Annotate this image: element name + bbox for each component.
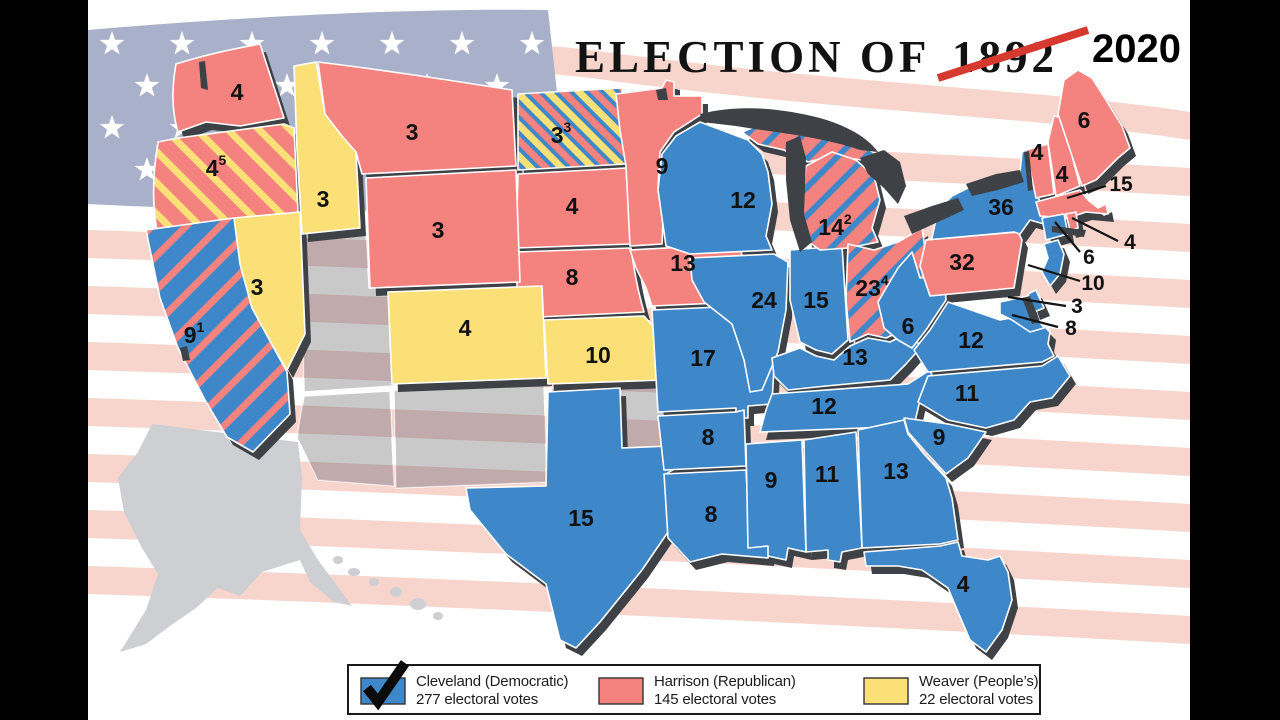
vote-label-mississippi: 9 bbox=[765, 467, 778, 493]
vote-label-south-dakota: 4 bbox=[566, 193, 579, 219]
legend-item-weaver: Weaver (People’s) 22 electoral votes bbox=[863, 673, 1039, 708]
legend-votes: 145 electoral votes bbox=[654, 691, 777, 708]
vote-label-louisiana: 8 bbox=[705, 501, 718, 527]
vote-label-washington: 4 bbox=[231, 79, 244, 105]
vote-label-ohio: 234 bbox=[855, 272, 889, 301]
vote-label-kentucky: 13 bbox=[842, 344, 868, 370]
vote-label-massachusetts: 15 bbox=[1109, 173, 1133, 196]
weaver-swatch bbox=[863, 677, 909, 705]
territory-alaska bbox=[118, 424, 352, 652]
legend-text-cleveland: Cleveland (Democratic) 277 electoral vot… bbox=[416, 673, 569, 708]
vote-label-maryland: 8 bbox=[1065, 317, 1077, 340]
san-francisco-bay bbox=[180, 346, 190, 361]
vote-label-kansas: 10 bbox=[585, 342, 611, 368]
vote-label-oregon: 45 bbox=[206, 152, 227, 181]
vote-label-illinois: 24 bbox=[751, 287, 777, 313]
legend-candidate: Cleveland (Democratic) bbox=[416, 673, 569, 691]
lake-erie bbox=[904, 198, 964, 234]
callout-line-maryland bbox=[1011, 313, 1059, 329]
legend: Cleveland (Democratic) 277 electoral vot… bbox=[347, 660, 1041, 715]
vote-label-nevada: 3 bbox=[251, 274, 264, 300]
state-north-dakota bbox=[517, 87, 627, 171]
vote-label-new-york: 36 bbox=[988, 194, 1014, 220]
vote-label-south-carolina: 9 bbox=[933, 424, 946, 450]
cleveland-swatch bbox=[360, 660, 410, 711]
legend-candidate: Weaver (People’s) bbox=[919, 673, 1039, 691]
state-alabama bbox=[803, 431, 863, 563]
vote-label-north-dakota: 33 bbox=[551, 119, 572, 148]
vote-label-new-jersey: 10 bbox=[1081, 272, 1104, 295]
state-mississippi bbox=[745, 439, 807, 561]
lake-huron bbox=[860, 150, 906, 204]
great-lakes bbox=[700, 108, 1024, 252]
vote-label-wisconsin: 12 bbox=[730, 187, 756, 213]
coastal-details bbox=[180, 61, 1086, 361]
callout-line-new-jersey bbox=[1027, 263, 1081, 283]
vote-label-maine: 6 bbox=[1078, 107, 1091, 133]
vote-labels: 4 45 91 3 3 3 3 4 10 33 4 8 9 13 17 8 8 … bbox=[184, 79, 1136, 597]
legend-candidate: Harrison (Republican) bbox=[654, 673, 796, 691]
vote-label-minnesota: 9 bbox=[656, 153, 669, 179]
legend-votes: 277 electoral votes bbox=[416, 691, 539, 708]
vote-label-indiana: 15 bbox=[803, 287, 829, 313]
territory-hawaii bbox=[333, 556, 443, 620]
lake-of-the-woods bbox=[656, 88, 668, 100]
puget-sound bbox=[199, 61, 208, 90]
callout-line-rhode-island bbox=[1071, 217, 1119, 242]
callout-line-massachusetts bbox=[1066, 184, 1107, 200]
title-replacement-year: 2020 bbox=[1092, 27, 1181, 71]
vote-label-vermont: 4 bbox=[1031, 139, 1044, 165]
lake-superior bbox=[700, 108, 878, 152]
vote-label-rhode-island: 4 bbox=[1124, 231, 1136, 254]
vote-label-virginia: 12 bbox=[958, 327, 984, 353]
vote-label-tennessee: 12 bbox=[811, 393, 837, 419]
vote-label-connecticut: 6 bbox=[1083, 246, 1095, 269]
vote-label-arkansas: 8 bbox=[702, 424, 715, 450]
harrison-swatch bbox=[598, 677, 644, 705]
vote-label-delaware: 3 bbox=[1071, 295, 1083, 318]
legend-votes: 22 electoral votes bbox=[919, 691, 1033, 708]
callout-line-connecticut bbox=[1054, 221, 1081, 253]
callout-line-delaware bbox=[1007, 295, 1067, 308]
chesapeake-bay bbox=[1022, 296, 1040, 324]
vote-label-california: 91 bbox=[184, 319, 205, 348]
vote-label-new-hampshire: 4 bbox=[1056, 161, 1069, 187]
vote-label-missouri: 17 bbox=[690, 345, 716, 371]
vote-label-pennsylvania: 32 bbox=[949, 249, 975, 275]
title: ELECTION OF 1892 2020 bbox=[575, 26, 1181, 82]
checkmark-icon bbox=[363, 660, 410, 711]
vote-label-iowa: 13 bbox=[670, 250, 696, 276]
vote-label-michigan: 142 bbox=[818, 211, 852, 240]
callout-lines bbox=[1007, 184, 1119, 329]
lake-ontario bbox=[966, 170, 1024, 196]
vote-label-florida: 4 bbox=[957, 571, 970, 597]
lake-champlain bbox=[1024, 151, 1033, 191]
vote-label-north-carolina: 11 bbox=[955, 380, 980, 406]
vote-label-texas: 15 bbox=[568, 505, 594, 531]
vote-label-west-virginia: 6 bbox=[902, 313, 915, 339]
vote-label-georgia: 13 bbox=[883, 458, 909, 484]
title-prefix: ELECTION OF bbox=[575, 32, 930, 82]
legend-item-cleveland: Cleveland (Democratic) 277 electoral vot… bbox=[360, 660, 569, 711]
legend-item-harrison: Harrison (Republican) 145 electoral vote… bbox=[598, 673, 796, 708]
strike-through-line bbox=[936, 26, 1090, 82]
vote-label-colorado: 4 bbox=[459, 315, 472, 341]
vote-label-idaho: 3 bbox=[317, 186, 330, 212]
vote-label-nebraska: 8 bbox=[566, 264, 579, 290]
legend-text-weaver: Weaver (People’s) 22 electoral votes bbox=[919, 673, 1039, 708]
lake-michigan bbox=[786, 136, 812, 252]
vote-label-wyoming: 3 bbox=[432, 217, 445, 243]
legend-text-harrison: Harrison (Republican) 145 electoral vote… bbox=[654, 673, 796, 708]
vote-label-alabama: 11 bbox=[815, 461, 840, 487]
vote-label-montana: 3 bbox=[406, 119, 419, 145]
